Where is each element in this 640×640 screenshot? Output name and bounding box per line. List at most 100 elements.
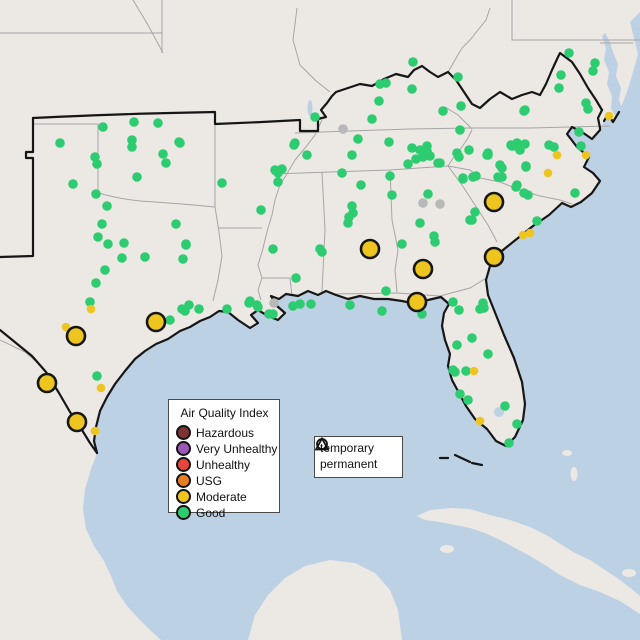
station-good (91, 278, 101, 288)
aqi-legend-item: Unhealthy (176, 457, 273, 472)
station-good (175, 138, 185, 148)
station-good (127, 142, 137, 152)
station-good (97, 219, 107, 229)
station-good (100, 265, 110, 275)
station-good (140, 252, 150, 262)
station-good (306, 299, 316, 309)
station-good (564, 48, 574, 58)
station-good (407, 143, 417, 153)
station-good (504, 438, 514, 448)
station-good (268, 244, 278, 254)
station-good (463, 395, 473, 405)
station-good (415, 218, 425, 228)
station-good (158, 149, 168, 159)
aqi-item-label: Moderate (196, 489, 247, 504)
station-good (452, 148, 462, 158)
station-moderate (525, 228, 535, 238)
aqi-legend-item: Good (176, 505, 273, 520)
station-good (464, 145, 474, 155)
station-good (98, 122, 108, 132)
station-good (347, 150, 357, 160)
station-good (268, 309, 278, 319)
station-good (588, 66, 598, 76)
station-good (102, 201, 112, 211)
station-good (367, 114, 377, 124)
station-good (438, 106, 448, 116)
station-good (461, 366, 471, 376)
station-good (103, 239, 113, 249)
station-good (132, 172, 142, 182)
station-good (590, 58, 600, 68)
marker-type-label: permanent (320, 456, 378, 471)
marker-type-label: temporary (320, 440, 375, 455)
station-good (92, 159, 102, 169)
station-no-data (418, 198, 428, 208)
station-good (161, 158, 171, 168)
station-markers-layer (36, 48, 614, 448)
aqi-swatch-unhealthy (176, 457, 191, 472)
aqi-item-label: Unhealthy (196, 457, 251, 472)
station-good (430, 237, 440, 247)
station-good (302, 150, 312, 160)
chesapeake-bay (602, 33, 624, 121)
marker-type-item: temporary (316, 438, 397, 455)
station-moderate (604, 111, 614, 121)
station-good (181, 240, 191, 250)
station-good (448, 297, 458, 307)
aqi-item-label: Hazardous (196, 425, 255, 440)
station-good (374, 96, 384, 106)
station-good (520, 139, 530, 149)
station-good (511, 141, 521, 151)
station-moderate (469, 366, 479, 376)
station-good (574, 127, 584, 137)
station-good (345, 300, 355, 310)
station-good (467, 333, 477, 343)
aqi-swatch-usg (176, 473, 191, 488)
station-good (55, 138, 65, 148)
station-good (455, 389, 465, 399)
aqi-item-label: Good (196, 505, 226, 520)
station-moderate-temporary (359, 238, 381, 260)
aqi-legend-item: Very Unhealthy (176, 441, 277, 456)
station-good (583, 104, 593, 114)
station-good (570, 188, 580, 198)
station-good (384, 137, 394, 147)
station-good (556, 70, 566, 80)
station-good (171, 219, 181, 229)
station-good (455, 125, 465, 135)
station-good (403, 159, 413, 169)
station-good (165, 315, 175, 325)
station-good (217, 178, 227, 188)
station-good (576, 141, 586, 151)
station-moderate (543, 168, 553, 178)
station-good (549, 142, 559, 152)
station-good (387, 190, 397, 200)
station-good (475, 304, 485, 314)
station-good (467, 215, 477, 225)
station-moderate (581, 150, 591, 160)
station-good (310, 112, 320, 122)
station-good (483, 349, 493, 359)
station-good (381, 78, 391, 88)
aqi-swatch-hazardous (176, 425, 191, 440)
station-good (381, 286, 391, 296)
station-moderate-temporary (65, 325, 87, 347)
station-moderate-temporary (412, 258, 434, 280)
station-good (153, 118, 163, 128)
station-good (425, 151, 435, 161)
station-good (91, 189, 101, 199)
station-good (495, 160, 505, 170)
station-good (117, 253, 127, 263)
station-moderate-temporary (483, 191, 505, 213)
station-good (184, 300, 194, 310)
aqi-legend: Air Quality Index Hazardous Very Unhealth… (168, 399, 280, 520)
station-moderate (552, 150, 562, 160)
station-good (554, 83, 564, 93)
station-good (353, 134, 363, 144)
station-good (119, 238, 129, 248)
bahamas-island (570, 467, 578, 481)
aqi-legend-item: USG (176, 473, 273, 488)
